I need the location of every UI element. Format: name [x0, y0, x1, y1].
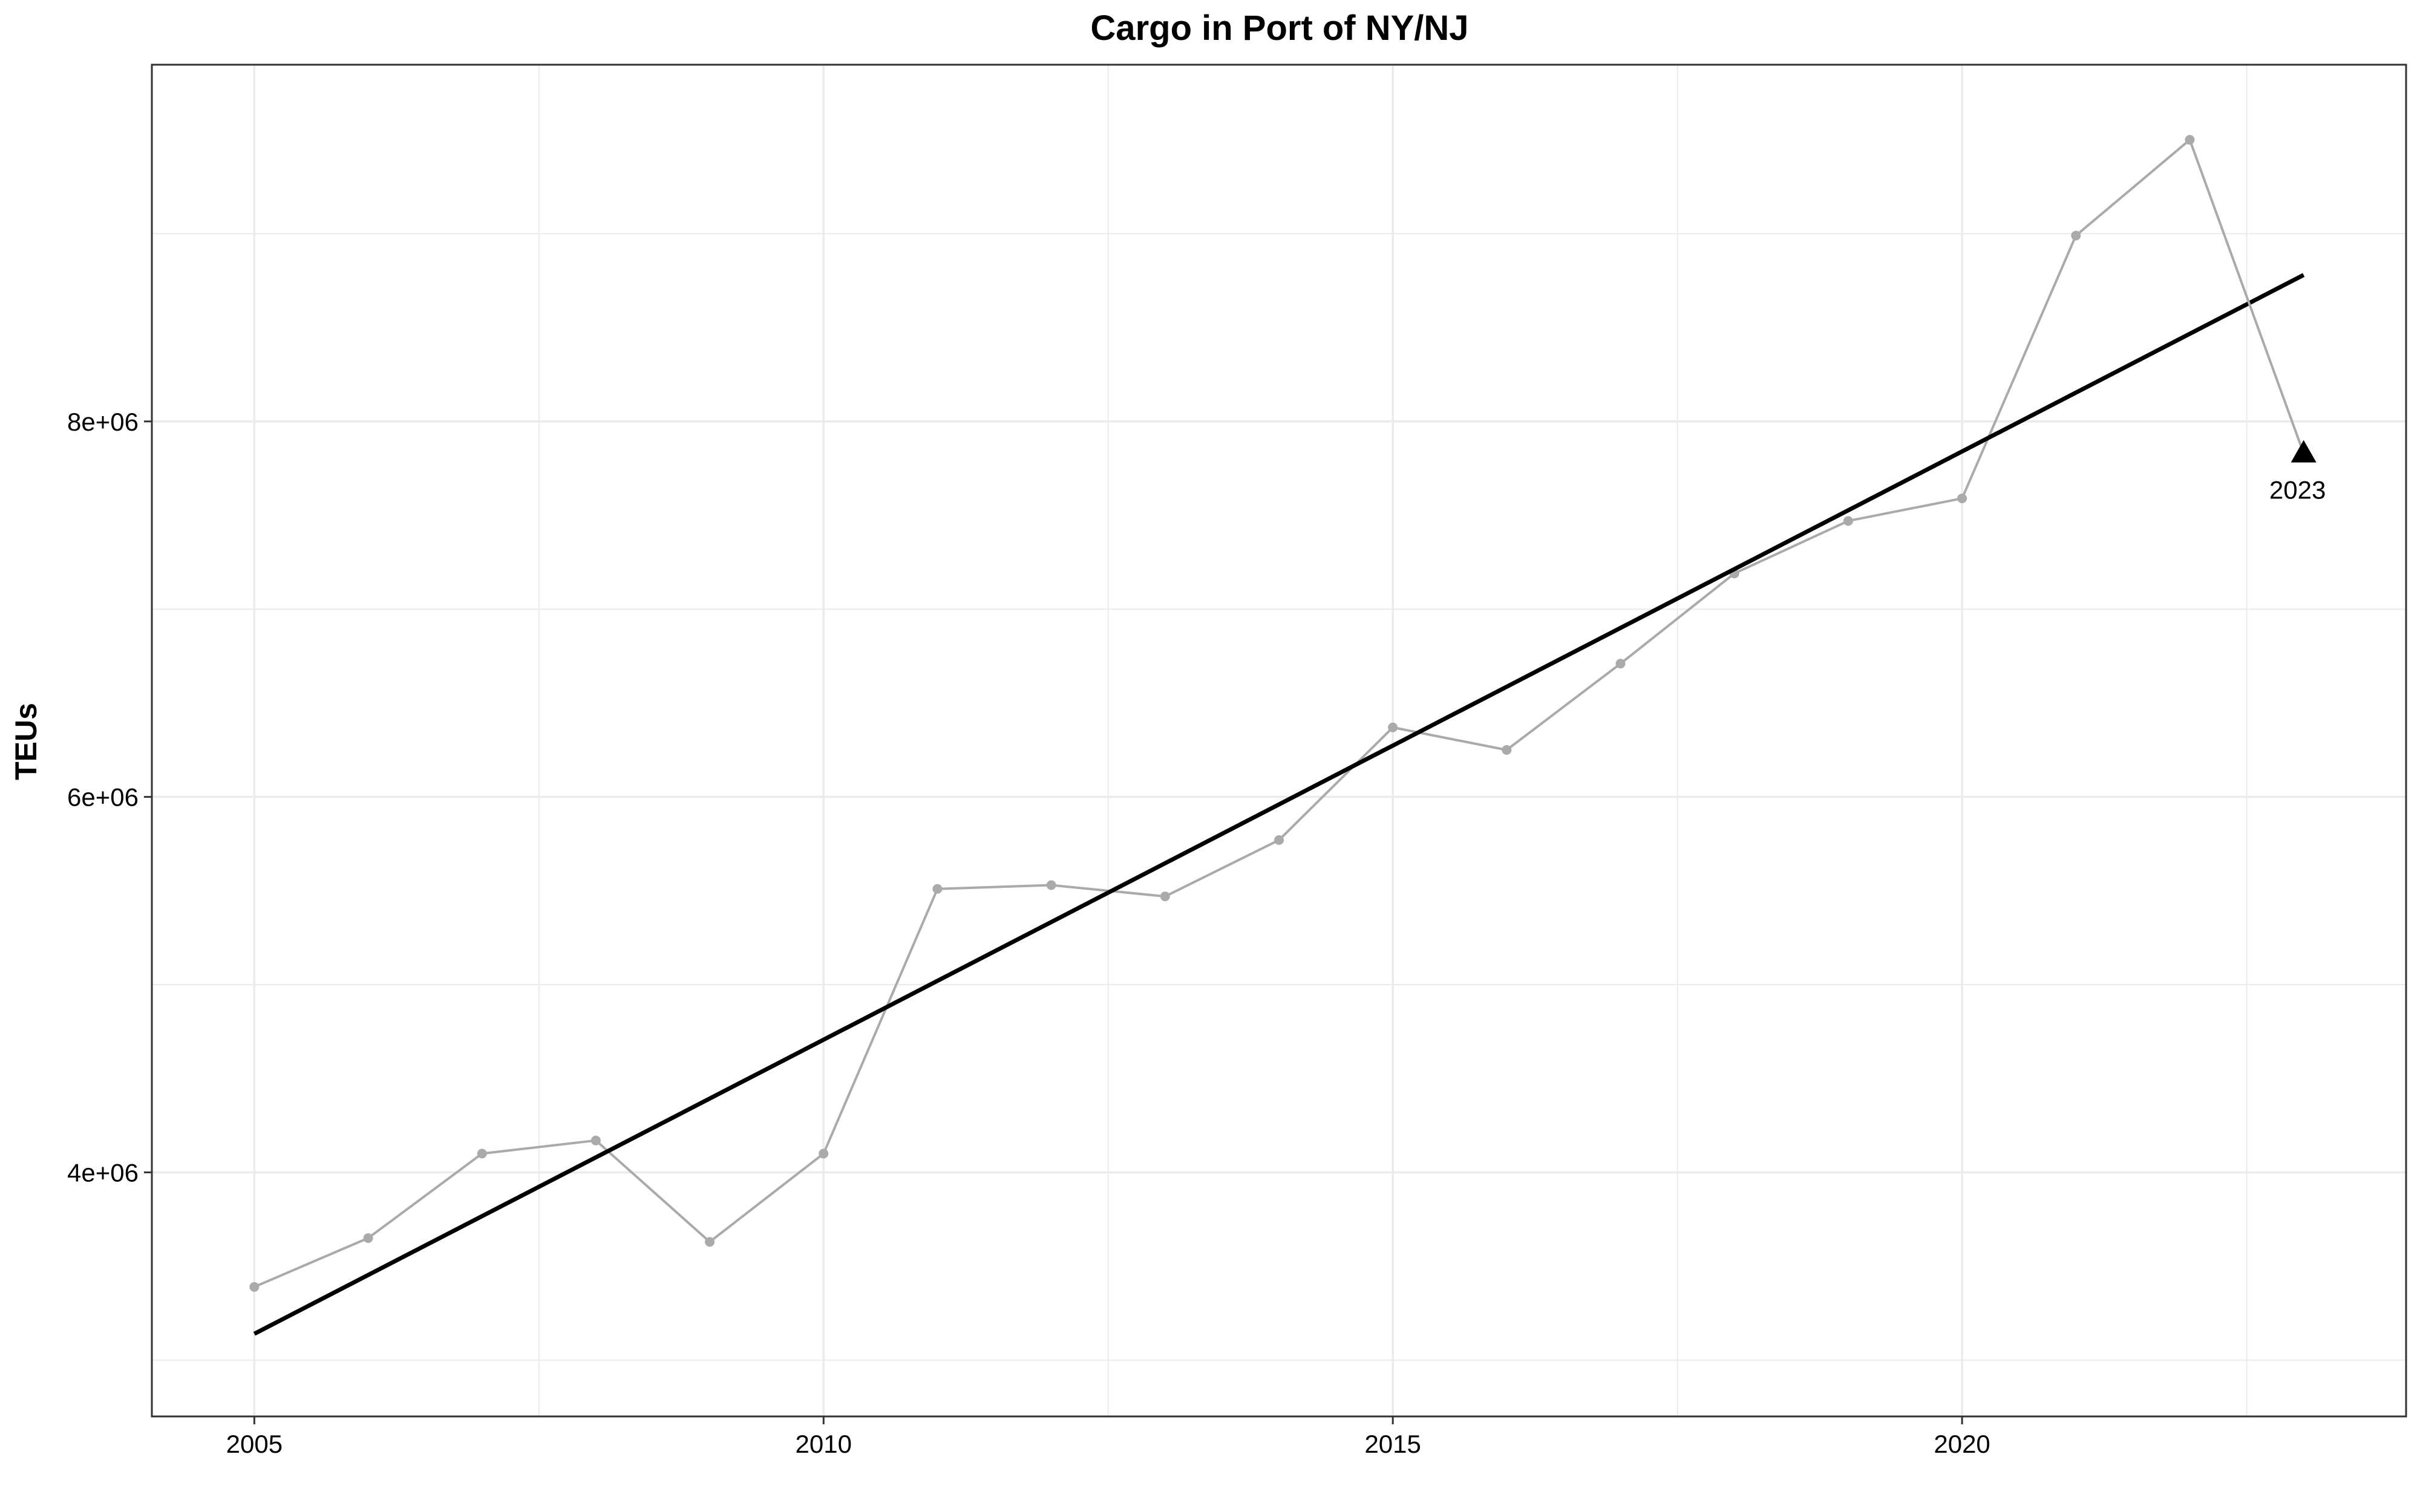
data-point [1843, 516, 1853, 526]
data-point [705, 1237, 715, 1247]
data-point [1274, 835, 1284, 846]
series-line-segment-2023 [2188, 139, 2305, 454]
x-tick-label: 2015 [1364, 1430, 1421, 1458]
data-point [2071, 230, 2081, 241]
y-axis-label: TEUs [9, 703, 43, 780]
chart-title: Cargo in Port of NY/NJ [1090, 8, 1468, 48]
data-point [1957, 494, 1967, 504]
panel-border [151, 64, 2407, 1418]
data-point [477, 1149, 487, 1159]
highlight-label: 2023 [2269, 476, 2326, 504]
data-point [1502, 745, 1512, 755]
axes: 2005 2010 2015 2020 4e+06 6e+06 8e+06 [67, 408, 1990, 1458]
x-tick-label: 2020 [1934, 1430, 1990, 1458]
x-tick-label: 2010 [796, 1430, 852, 1458]
highlight-triangle-marker [2291, 440, 2317, 463]
data-point [1046, 880, 1056, 890]
data-point [363, 1233, 373, 1243]
data-point [1615, 659, 1626, 669]
series-line-teus [253, 138, 2191, 1288]
trend-line [253, 273, 2305, 1336]
y-tick-label: 4e+06 [67, 1158, 139, 1187]
data-point [249, 1282, 260, 1292]
data-point [1160, 891, 1170, 902]
x-tick-label: 2005 [226, 1430, 283, 1458]
y-tick-label: 8e+06 [67, 408, 139, 436]
plot-marks: 2023 [249, 135, 2326, 1336]
y-tick-label: 6e+06 [67, 783, 139, 812]
data-point [932, 884, 943, 894]
data-point [819, 1149, 829, 1159]
grid [152, 65, 2406, 1416]
data-point [590, 1135, 601, 1145]
data-point [1388, 722, 1398, 732]
